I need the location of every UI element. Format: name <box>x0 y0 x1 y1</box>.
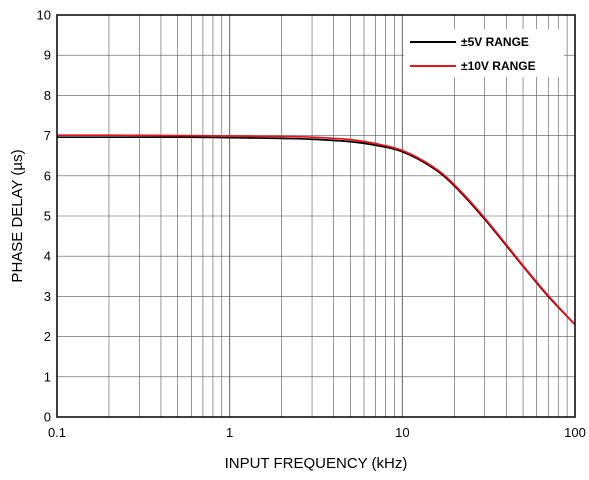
y-tick-label: 7 <box>44 128 51 143</box>
y-tick-label: 2 <box>44 329 51 344</box>
tick-label-layer: 0 1 2 3 4 5 6 7 8 9 10 0.1 1 10 100 <box>37 8 586 441</box>
y-tick-label: 6 <box>44 168 51 183</box>
y-axis-title: PHASE DELAY (µs) <box>9 149 26 282</box>
legend-box <box>404 29 564 77</box>
x-tick-label: 10 <box>395 425 409 440</box>
x-tick-label: 100 <box>564 425 586 440</box>
series-layer <box>56 134 576 326</box>
legend: ±5V RANGE ±10V RANGE <box>404 29 564 77</box>
y-tick-label: 9 <box>44 48 51 63</box>
legend-label-5v: ±5V RANGE <box>461 35 529 49</box>
y-tick-label: 1 <box>44 369 51 384</box>
y-tick-label: 4 <box>44 249 51 264</box>
grid-layer <box>57 14 575 418</box>
y-tick-label: 0 <box>44 410 51 425</box>
x-axis-title: INPUT FREQUENCY (kHz) <box>225 455 408 472</box>
legend-label-10v: ±10V RANGE <box>461 59 536 73</box>
y-tick-label: 10 <box>37 8 51 23</box>
plot-frame <box>56 14 576 418</box>
series-line-1 <box>56 134 576 326</box>
y-tick-label: 5 <box>44 209 51 224</box>
y-tick-label: 8 <box>44 88 51 103</box>
x-tick-label: 0.1 <box>48 425 66 440</box>
x-tick-label: 1 <box>226 425 233 440</box>
y-tick-label: 3 <box>44 289 51 304</box>
